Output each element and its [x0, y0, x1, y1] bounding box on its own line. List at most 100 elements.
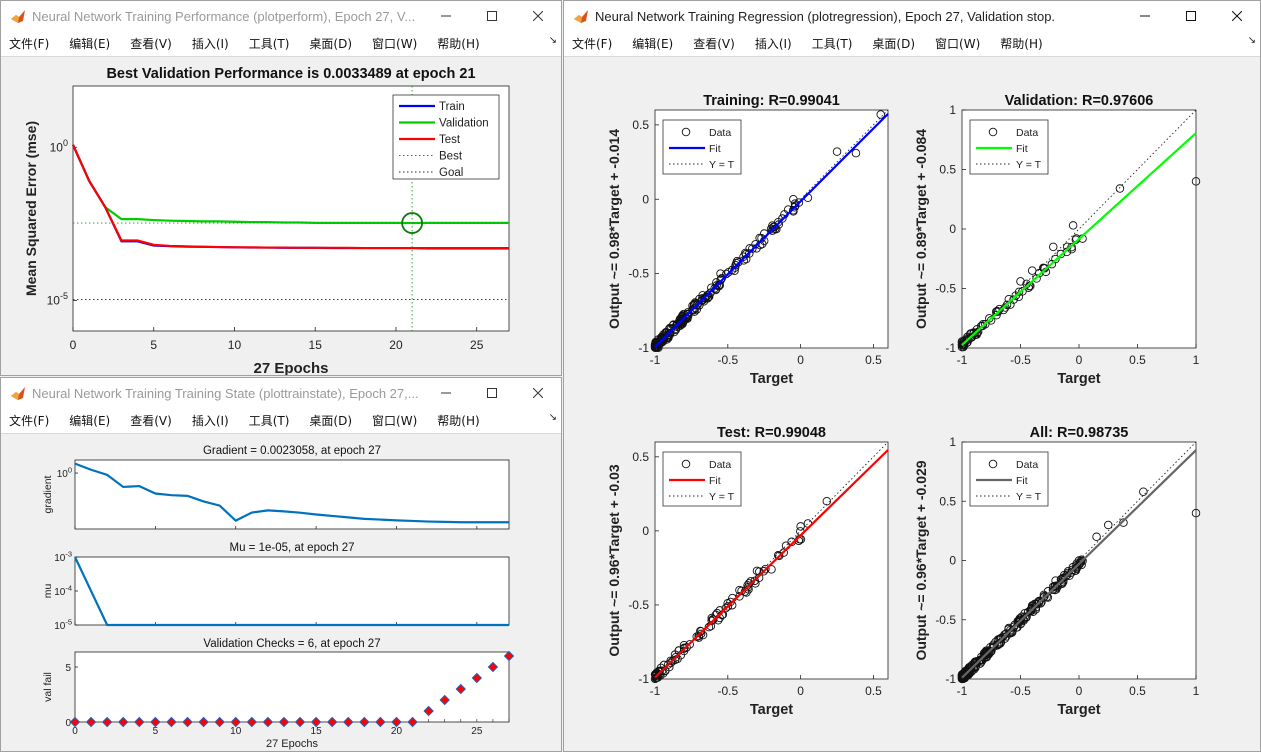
menu-file[interactable]: 文件(F) [9, 413, 50, 428]
perform-titlebar[interactable]: Neural Network Training Performance (plo… [1, 1, 561, 31]
menu-edit[interactable]: 编辑(E) [632, 36, 674, 51]
test-data-point [655, 670, 664, 679]
valfail-marker [214, 716, 225, 728]
valfail-marker [471, 672, 483, 684]
all-data-point [1063, 570, 1072, 579]
test-title: Test: R=0.99048 [717, 425, 826, 441]
maximize-button[interactable] [469, 378, 515, 408]
training-x-tick-label: 0.5 [865, 353, 882, 367]
menu-tools[interactable]: 工具(T) [811, 36, 853, 51]
valfail-x-tick-label: 10 [230, 726, 242, 737]
all-y-label: Output ~= 0.96*Target + -0.029 [913, 460, 929, 660]
close-button[interactable] [1214, 1, 1260, 31]
menu-tools[interactable]: 工具(T) [248, 413, 290, 428]
menu-window[interactable]: 窗口(W) [372, 413, 418, 428]
menu-view[interactable]: 查看(V) [130, 36, 172, 51]
dock-arrow-icon[interactable]: ↘ [548, 35, 557, 46]
all-y-tick-label: 1 [949, 435, 956, 449]
trainstate-titlebar[interactable]: Neural Network Training Training State (… [1, 378, 561, 408]
menu-desktop[interactable]: 桌面(D) [309, 413, 353, 428]
validation-y-tick-label: 0 [949, 222, 956, 236]
regression-titlebar[interactable]: Neural Network Training Regression (plot… [564, 1, 1260, 31]
all-data-point [1032, 600, 1042, 609]
menu-desktop[interactable]: 桌面(D) [309, 36, 353, 51]
validation-data-point [1032, 274, 1041, 283]
menu-insert[interactable]: 插入(I) [191, 36, 229, 51]
validation-x-label: Target [1057, 371, 1100, 387]
dock-arrow-icon[interactable]: ↘ [548, 412, 557, 423]
maximize-icon [487, 388, 497, 398]
test-data-point [796, 522, 805, 531]
valfail-marker [246, 716, 258, 728]
menu-view[interactable]: 查看(V) [693, 36, 735, 51]
test-data-point [679, 643, 689, 653]
test-data-point [759, 567, 768, 576]
training-x-tick-label: 0 [797, 353, 804, 367]
close-button[interactable] [515, 378, 561, 408]
training-data-point [712, 281, 721, 290]
menu-insert[interactable]: 插入(I) [191, 413, 229, 428]
maximize-button[interactable] [1168, 1, 1214, 31]
test-data-point [694, 631, 703, 641]
close-button[interactable] [515, 1, 561, 31]
mu-plot-area [74, 556, 510, 626]
validation-data-point [1011, 291, 1020, 300]
valfail-marker [230, 716, 241, 728]
validation-data-point [1009, 295, 1018, 304]
menu-window[interactable]: 窗口(W) [935, 36, 981, 51]
valfail-marker [359, 716, 370, 728]
menu-file[interactable]: 文件(F) [9, 36, 50, 51]
validation-data-point [1049, 242, 1058, 252]
menu-edit[interactable]: 编辑(E) [69, 36, 111, 51]
all-data-point [1019, 615, 1028, 624]
training-data-point [748, 244, 757, 253]
x-tick-label: 0 [70, 338, 77, 352]
valfail-marker [198, 716, 209, 728]
menu-insert[interactable]: 插入(I) [754, 36, 792, 51]
validation-data-point [960, 340, 969, 349]
valfail-marker [326, 716, 338, 728]
x-axis-label: 27 Epochs [253, 360, 328, 376]
regression-content: Training: R=0.99041 Target Output ~= 0.98*… [564, 56, 1260, 751]
menu-view[interactable]: 查看(V) [130, 413, 172, 428]
menu-help[interactable]: 帮助(H) [437, 413, 480, 428]
test-y-tick-label: -1 [638, 672, 649, 686]
menu-edit[interactable]: 编辑(E) [69, 413, 111, 428]
valfail-x-tick-label: 0 [72, 726, 78, 737]
matlab-icon [11, 10, 25, 23]
training-data-point [710, 284, 719, 293]
training-data-point [672, 319, 682, 329]
valfail-plot-area [74, 651, 510, 723]
valfail-x-tick-label: 15 [311, 726, 323, 737]
training-data-point [722, 269, 731, 279]
menu-help[interactable]: 帮助(H) [1000, 36, 1043, 51]
close-icon [533, 388, 543, 398]
all-data-point [1061, 572, 1070, 581]
maximize-button[interactable] [469, 1, 515, 31]
menu-file[interactable]: 文件(F) [572, 36, 613, 51]
all-data-point [969, 662, 978, 672]
training-data-point [757, 234, 766, 243]
minimize-button[interactable] [1122, 1, 1168, 31]
validation-y-tick-label: 0.5 [939, 163, 956, 177]
menu-window[interactable]: 窗口(W) [372, 36, 418, 51]
x-tick-label: 25 [470, 338, 484, 352]
mu-y-label: mu [42, 584, 54, 599]
training-data-point [774, 220, 784, 229]
training-data-point [706, 288, 715, 298]
validation-data-point [969, 328, 978, 337]
maximize-icon [487, 11, 497, 21]
menu-desktop[interactable]: 桌面(D) [872, 36, 916, 51]
mu-line [74, 556, 509, 627]
valfail-x-tick-label: 25 [471, 726, 483, 737]
dock-arrow-icon[interactable]: ↘ [1247, 35, 1256, 46]
training-data-point [832, 147, 842, 156]
training-data-point [703, 290, 712, 300]
test-data-point [767, 565, 776, 574]
minimize-button[interactable] [423, 1, 469, 31]
training-data-point [851, 148, 861, 158]
menu-help[interactable]: 帮助(H) [437, 36, 480, 51]
menu-tools[interactable]: 工具(T) [248, 36, 290, 51]
minimize-button[interactable] [423, 378, 469, 408]
test-y-tick-label: -0.5 [628, 598, 649, 612]
